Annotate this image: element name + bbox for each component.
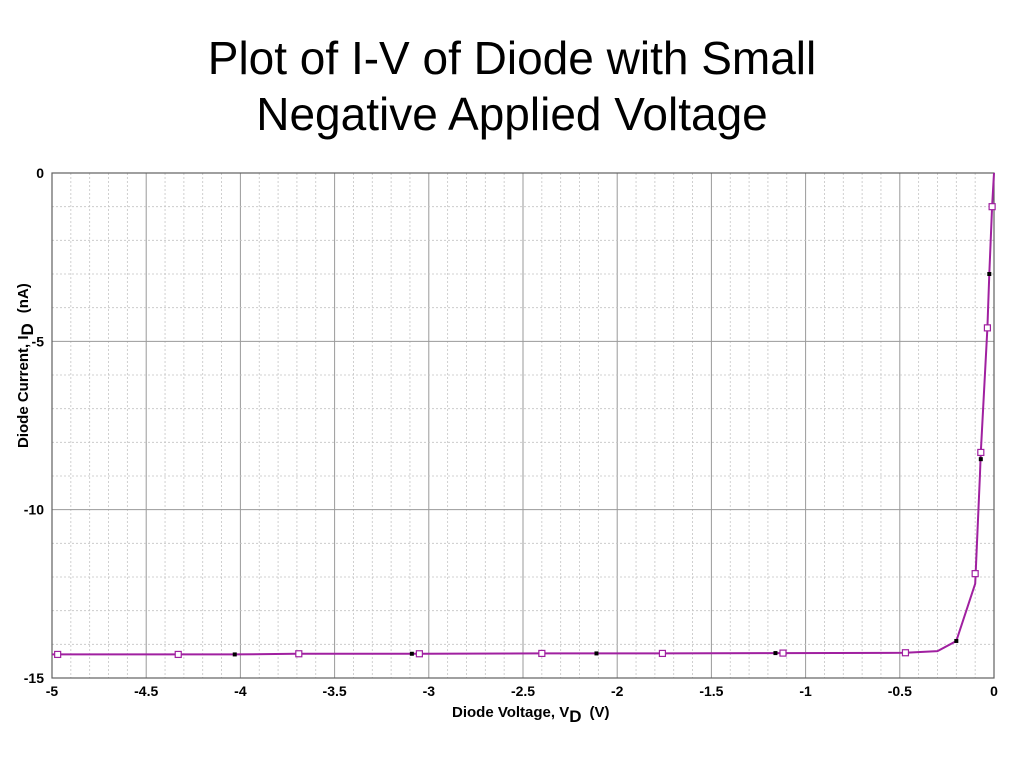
x-axis-label-main: Diode Voltage, V xyxy=(452,704,569,721)
slide-title-line-1: Plot of I-V of Diode with Small xyxy=(207,32,817,84)
x-tick-label: -2.5 xyxy=(511,683,535,699)
data-marker-hollow xyxy=(977,448,985,457)
x-tick-label: -4.5 xyxy=(134,683,158,699)
tick-labels: -5 -4.5 -4 -3.5 -3 -2.5 -2 -1.5 -1 -0.5 0 0 -5 -10 -15 xyxy=(24,165,998,699)
x-axis-label: Diode Voltage, VD (V) xyxy=(452,704,610,726)
y-tick-label: -10 xyxy=(24,502,44,518)
x-axis-label-unit: (V) xyxy=(590,704,610,721)
x-axis-label-sub: D xyxy=(569,707,581,726)
slide-title-line-2: Negative Applied Voltage xyxy=(256,88,768,140)
x-tick-label: 0 xyxy=(990,683,998,699)
data-marker-filled xyxy=(987,272,992,276)
slide-title: Plot of I-V of Diode with Small Negative… xyxy=(0,30,1024,142)
data-marker-hollow xyxy=(971,570,979,578)
data-marker-hollow xyxy=(658,649,667,658)
chart-grid xyxy=(51,172,995,679)
y-axis-label-sub: D xyxy=(18,323,37,335)
y-tick-label: 0 xyxy=(36,165,44,181)
y-axis-label: Diode Current, ID (nA) xyxy=(15,283,37,448)
x-tick-label: -0.5 xyxy=(888,683,912,699)
x-tick-label: -2 xyxy=(611,683,624,699)
data-marker-filled xyxy=(773,651,778,656)
y-tick-label: -15 xyxy=(24,670,44,686)
data-markers xyxy=(54,203,996,659)
data-marker-filled xyxy=(409,651,414,656)
data-marker-hollow xyxy=(415,650,423,658)
x-tick-label: -1 xyxy=(799,683,812,699)
data-marker-filled xyxy=(594,651,599,656)
data-marker-hollow xyxy=(54,650,62,659)
x-tick-label: -3 xyxy=(423,683,436,699)
y-tick-label: -5 xyxy=(32,333,45,349)
x-tick-label: -3.5 xyxy=(323,683,347,699)
data-marker-hollow xyxy=(988,203,996,211)
x-tick-label: -5 xyxy=(46,683,59,699)
data-marker-hollow xyxy=(779,649,787,657)
data-marker-filled xyxy=(978,457,983,462)
x-tick-label: -1.5 xyxy=(699,683,723,699)
y-axis-label-main: Diode Current, I xyxy=(15,335,32,448)
data-marker-filled xyxy=(954,638,959,643)
data-marker-hollow xyxy=(295,650,303,658)
x-tick-label: -4 xyxy=(234,683,247,699)
data-marker-hollow xyxy=(538,649,546,658)
data-marker-hollow xyxy=(901,649,910,657)
plot-frame xyxy=(51,172,995,679)
y-axis-label-unit: (nA) xyxy=(15,283,32,313)
data-marker-hollow xyxy=(983,324,992,332)
data-marker-filled xyxy=(232,652,237,657)
data-marker-hollow xyxy=(174,650,182,659)
